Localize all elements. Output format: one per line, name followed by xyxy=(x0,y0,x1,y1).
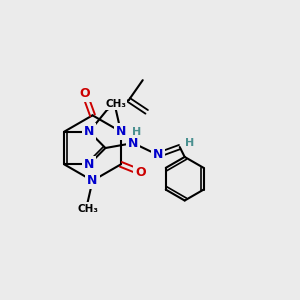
Text: H: H xyxy=(131,127,141,137)
Text: CH₃: CH₃ xyxy=(77,203,98,214)
Text: CH₃: CH₃ xyxy=(105,99,126,109)
Text: N: N xyxy=(84,158,94,171)
Text: N: N xyxy=(128,136,138,150)
Text: O: O xyxy=(135,166,146,179)
Text: N: N xyxy=(153,148,163,161)
Text: N: N xyxy=(84,125,94,138)
Text: N: N xyxy=(87,174,98,187)
Text: O: O xyxy=(79,87,90,100)
Text: N: N xyxy=(116,125,126,138)
Text: H: H xyxy=(185,138,194,148)
